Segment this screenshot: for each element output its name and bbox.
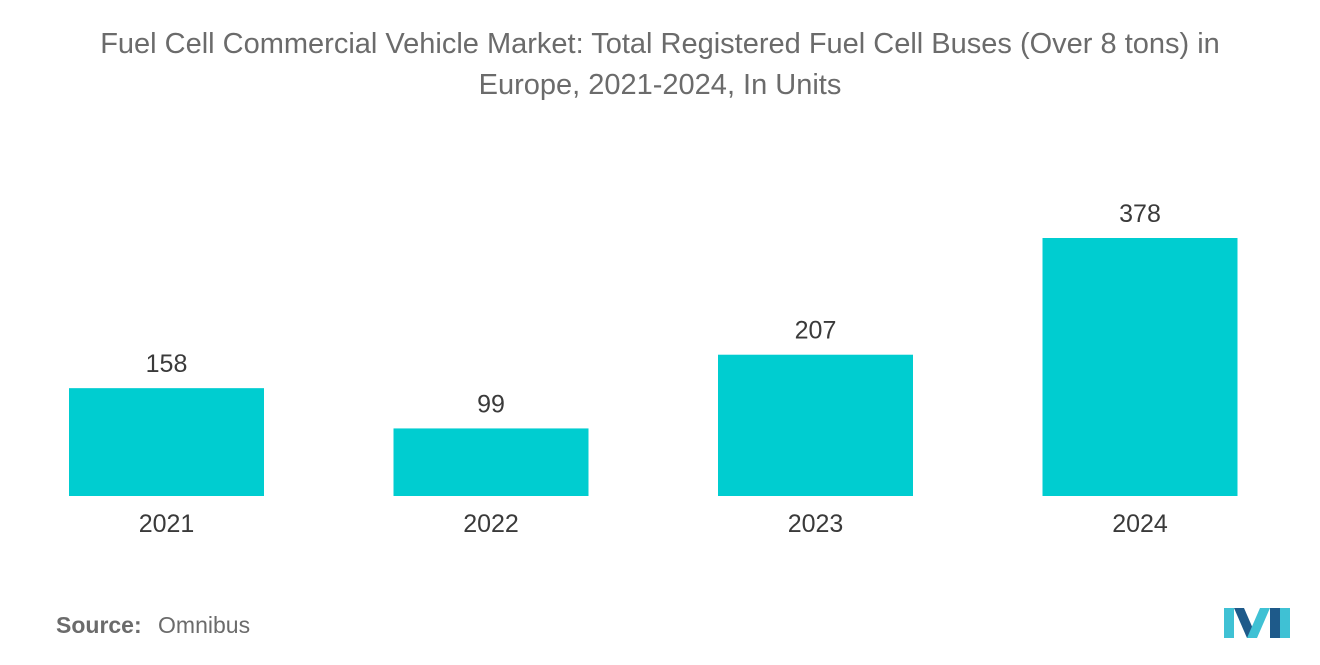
source-note: Source: Omnibus (56, 612, 250, 639)
bar-2022 (393, 428, 589, 496)
bar-2021 (69, 388, 264, 496)
chart-title-line-1: Fuel Cell Commercial Vehicle Market: Tot… (100, 28, 1220, 60)
bar-2024 (1042, 238, 1238, 496)
chart-title-line-2: Europe, 2021-2024, In Units (478, 69, 842, 101)
data-label-2023: 207 (795, 317, 837, 345)
mordor-intelligence-logo-icon (1224, 608, 1290, 638)
source-value: Omnibus (158, 612, 251, 638)
data-label-2022: 99 (477, 390, 505, 418)
x-tick-label-2022: 2022 (463, 510, 519, 538)
source-label: Source: (56, 612, 142, 638)
x-tick-label-2023: 2023 (788, 510, 844, 538)
data-label-2024: 378 (1119, 200, 1161, 228)
x-tick-label-2024: 2024 (1112, 510, 1168, 538)
data-label-2021: 158 (146, 350, 188, 378)
x-tick-label-2021: 2021 (139, 510, 195, 538)
bar-2023 (718, 354, 913, 496)
chart-title: Fuel Cell Commercial Vehicle Market: Tot… (0, 24, 1320, 106)
